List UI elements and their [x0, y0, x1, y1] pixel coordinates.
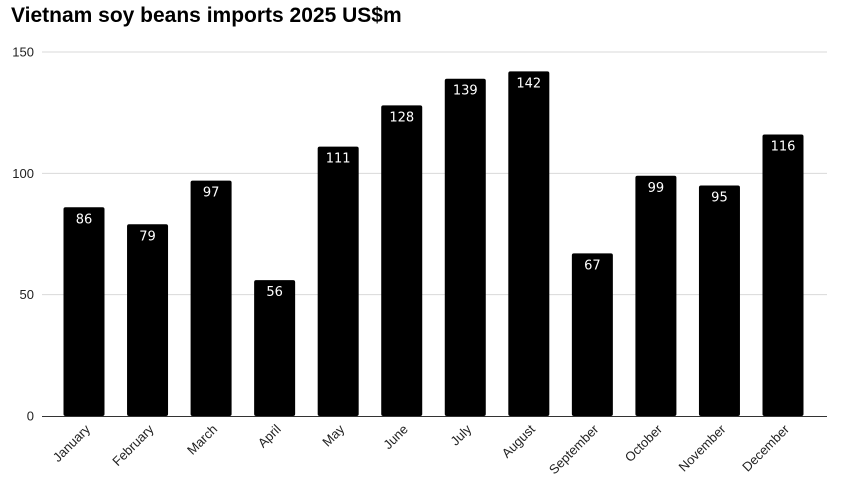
y-tick-label: 150	[12, 45, 34, 60]
x-tick-label: January	[50, 421, 94, 465]
x-tick-label: September	[546, 421, 602, 477]
gridlines	[42, 51, 827, 296]
y-tick-label: 50	[20, 287, 34, 302]
bar	[254, 280, 296, 416]
bar	[571, 253, 613, 416]
x-tick-label: May	[319, 421, 347, 449]
data-label: 86	[76, 212, 93, 227]
data-labels: 86 79 97 56 111 128 139 142 67 99 95 116	[76, 76, 796, 300]
x-tick-label: October	[622, 421, 666, 465]
bar	[63, 207, 105, 416]
x-tick-label: June	[380, 422, 411, 453]
data-label: 142	[516, 76, 541, 91]
y-axis-ticks: 0 50 100 150	[12, 45, 34, 424]
x-tick-label: December	[739, 421, 792, 474]
data-label: 99	[648, 181, 665, 196]
bar	[190, 180, 232, 416]
bar	[317, 146, 359, 416]
bar	[762, 134, 804, 417]
bars	[63, 71, 804, 417]
bar	[127, 224, 169, 416]
x-tick-label: March	[184, 422, 220, 458]
data-label: 95	[711, 190, 728, 205]
data-label: 79	[139, 229, 156, 244]
bar	[444, 78, 486, 417]
chart-title: Vietnam soy beans imports 2025 US$m	[11, 4, 402, 27]
data-label: 56	[266, 285, 283, 300]
data-label: 67	[584, 258, 601, 273]
data-label: 116	[771, 140, 796, 155]
bar	[698, 185, 740, 416]
data-label: 128	[389, 110, 414, 125]
data-label: 97	[203, 186, 220, 201]
x-tick-label: August	[499, 421, 538, 460]
x-tick-label: July	[447, 421, 474, 448]
x-tick-label: April	[255, 421, 284, 450]
x-axis-ticks: January February March April May June July Augu…	[50, 421, 793, 477]
y-tick-label: 0	[27, 409, 34, 424]
x-tick-label: February	[109, 421, 157, 469]
data-label: 111	[326, 152, 351, 167]
x-tick-label: November	[676, 421, 729, 474]
bar	[508, 71, 550, 416]
y-tick-label: 100	[12, 166, 34, 181]
data-label: 139	[453, 84, 478, 99]
bar	[635, 175, 677, 416]
bar	[381, 105, 423, 417]
